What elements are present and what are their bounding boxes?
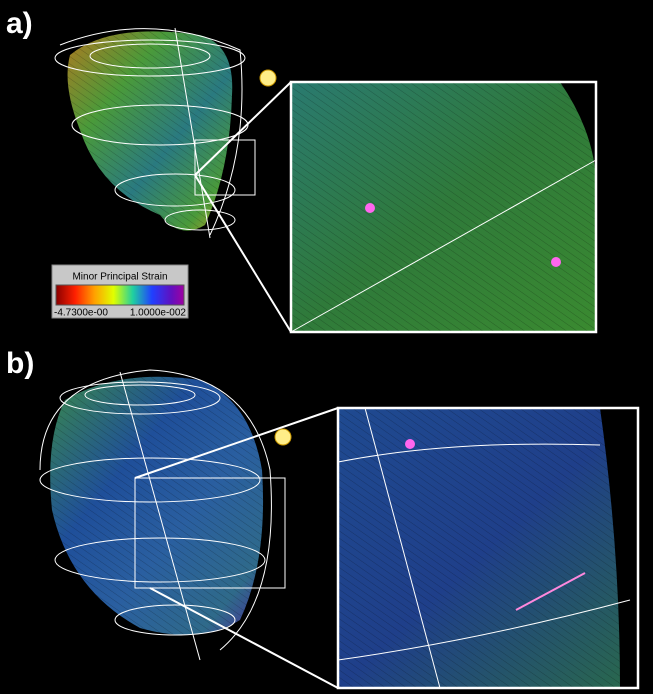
colorbar-max: 1.0000e-002 [130, 308, 187, 319]
zoom-callout [195, 82, 596, 332]
light-marker [260, 70, 276, 86]
figure: a) Minor Principal Strain -4.7300e-00 1.… [0, 0, 653, 694]
colorbar-title: Minor Principal Strain [72, 272, 167, 283]
heart-model [40, 370, 271, 660]
panel-label: a) [6, 7, 33, 40]
heart-model [55, 28, 248, 238]
panel-label: b) [6, 347, 34, 380]
light-marker [275, 429, 291, 445]
colorbar-min: -4.7300e-00 [54, 308, 108, 319]
colorbar: Minor Principal Strain -4.7300e-00 1.000… [52, 265, 188, 319]
